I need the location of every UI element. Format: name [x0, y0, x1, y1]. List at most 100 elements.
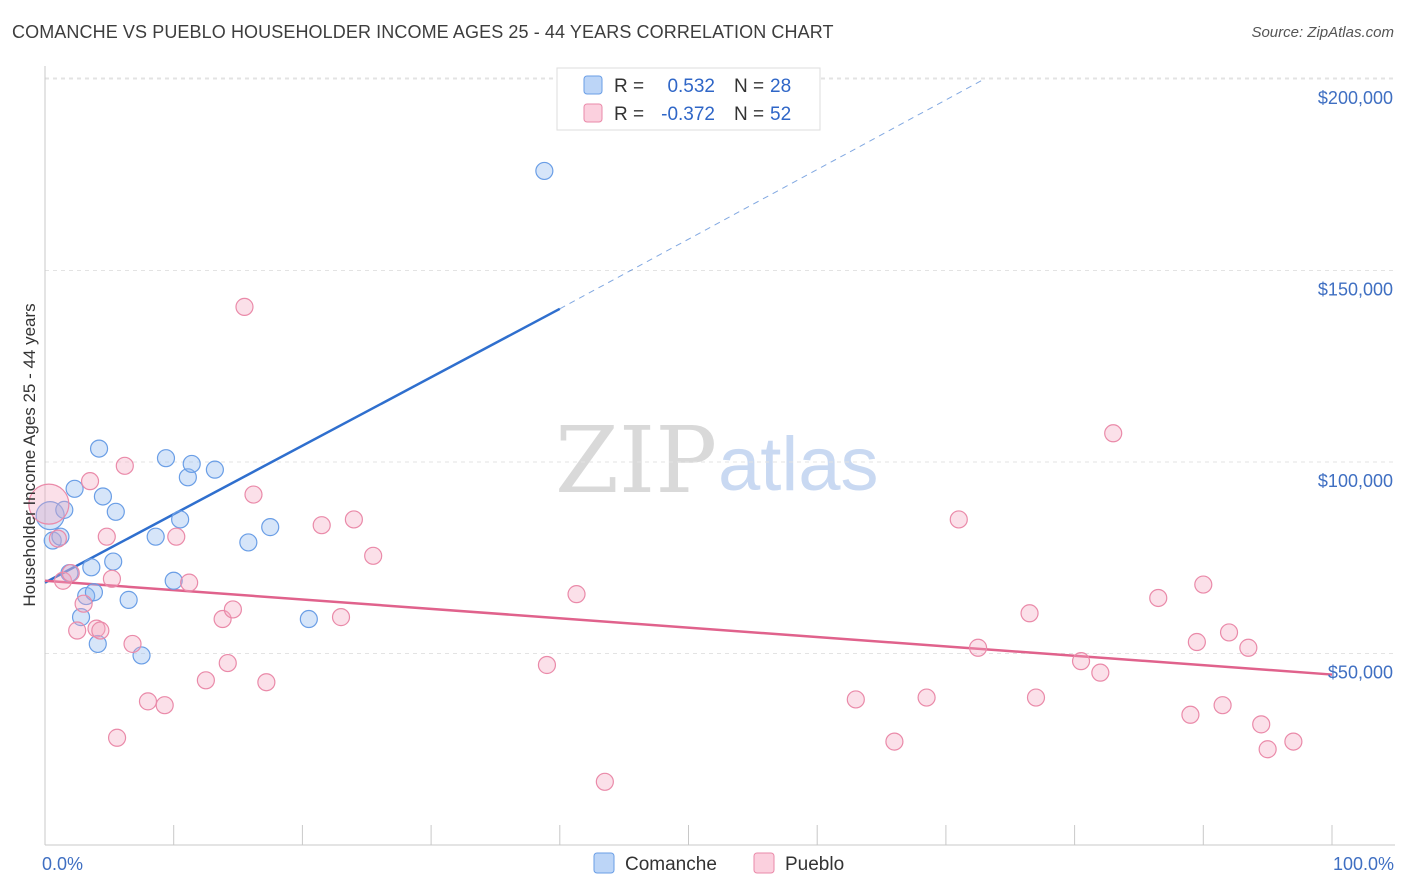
- point-pueblo-33: [885, 732, 904, 751]
- trend-line-comanche-extension: [559, 78, 985, 310]
- legend-r-value-comanche: 0.532: [667, 76, 715, 97]
- point-pueblo-48: [1239, 638, 1258, 657]
- point-comanche-5: [65, 479, 84, 498]
- point-pueblo-20: [218, 653, 237, 673]
- trend-lines: [44, 78, 1333, 676]
- legend-swatch-pueblo: [583, 103, 603, 123]
- point-comanche-14: [106, 502, 125, 521]
- point-pueblo-38: [1026, 688, 1046, 707]
- legend-n-value-comanche: 28: [770, 76, 791, 97]
- point-comanche-19: [164, 571, 183, 590]
- point-pueblo-44: [1187, 632, 1206, 652]
- bottom-legend-swatch-pueblo: [753, 852, 775, 874]
- point-pueblo-34: [917, 688, 936, 707]
- point-pueblo-3: [61, 563, 80, 583]
- point-pueblo-10: [102, 569, 122, 588]
- point-comanche-27: [535, 161, 554, 181]
- point-pueblo-49: [1252, 715, 1271, 734]
- point-pueblo-9: [97, 527, 116, 546]
- point-comanche-12: [93, 487, 113, 506]
- point-comanche-17: [146, 527, 165, 546]
- bottom-legend-swatch-comanche: [593, 852, 615, 874]
- point-pueblo-6: [80, 472, 100, 491]
- point-comanche-2: [51, 527, 70, 546]
- legend-r-label-comanche: R =: [614, 76, 644, 97]
- point-pueblo-26: [331, 608, 351, 627]
- point-comanche-23: [205, 460, 224, 479]
- point-pueblo-39: [1071, 652, 1091, 671]
- point-comanche-8: [82, 558, 101, 577]
- point-pueblo-22: [235, 297, 254, 316]
- trend-line-pueblo: [44, 579, 1333, 676]
- legend-r-label-pueblo: R =: [614, 104, 644, 125]
- point-comanche-25: [261, 518, 280, 537]
- y-tick-label-1: $100,000: [1318, 471, 1393, 491]
- point-pueblo-50: [1258, 740, 1277, 759]
- point-pueblo-37: [1020, 604, 1039, 623]
- point-comanche-9: [84, 583, 104, 602]
- point-comanche-18: [156, 449, 176, 468]
- chart-title: COMANCHE VS PUEBLO HOUSEHOLDER INCOME AG…: [12, 22, 834, 42]
- point-comanche-21: [178, 468, 197, 487]
- grid-lines: [45, 77, 1395, 654]
- source-label: Source: ZipAtlas.com: [1251, 24, 1394, 41]
- point-pueblo-42: [1149, 588, 1168, 608]
- point-comanche-20: [171, 510, 190, 529]
- data-points: [28, 161, 1303, 791]
- point-comanche-6: [71, 608, 91, 627]
- bottom-legend-label-pueblo: Pueblo: [785, 854, 844, 875]
- point-pueblo-41: [1104, 424, 1123, 443]
- point-pueblo-8: [91, 621, 110, 640]
- point-pueblo-16: [167, 527, 186, 546]
- y-tick-labels: $50,000 $100,000 $150,000 $200,000: [1318, 88, 1393, 683]
- legend-n-value-pueblo: 52: [770, 104, 791, 125]
- point-pueblo-43: [1181, 705, 1200, 724]
- y-axis-title: Householder Income Ages 25 - 44 years: [20, 303, 39, 606]
- point-pueblo-46: [1213, 696, 1232, 715]
- y-tick-label-3: $200,000: [1318, 88, 1393, 108]
- point-comanche-22: [182, 454, 201, 474]
- watermark-atlas: atlas: [718, 422, 879, 507]
- point-pueblo-27: [344, 510, 363, 529]
- point-comanche-11: [89, 439, 109, 458]
- point-pueblo-30: [567, 585, 586, 604]
- point-pueblo-13: [123, 634, 142, 654]
- point-pueblo-40: [1091, 663, 1110, 682]
- point-pueblo-5: [74, 594, 93, 613]
- x-tick-label-min: 0.0%: [42, 854, 83, 874]
- point-pueblo-23: [244, 485, 263, 504]
- point-pueblo-1: [48, 529, 67, 548]
- point-pueblo-45: [1194, 575, 1213, 594]
- point-pueblo-11: [107, 728, 127, 747]
- legend-swatch-comanche: [583, 75, 603, 95]
- point-pueblo-18: [196, 671, 215, 690]
- point-comanche-15: [119, 590, 138, 609]
- point-pueblo-24: [257, 673, 276, 692]
- series-legend: Comanche Pueblo: [593, 852, 844, 875]
- point-pueblo-28: [364, 546, 383, 565]
- point-pueblo-35: [949, 510, 968, 529]
- y-tick-label-2: $150,000: [1318, 280, 1393, 300]
- point-comanche-26: [299, 609, 318, 629]
- point-pueblo-17: [180, 573, 199, 592]
- point-pueblo-25: [312, 516, 331, 535]
- point-comanche-13: [104, 552, 123, 571]
- point-pueblo-31: [595, 772, 614, 791]
- point-pueblo-47: [1219, 623, 1239, 642]
- y-tick-label-0: $50,000: [1328, 663, 1393, 683]
- point-pueblo-36: [968, 638, 988, 657]
- x-tick-label-max: 100.0%: [1333, 854, 1394, 874]
- point-pueblo-29: [537, 655, 557, 675]
- legend-r-value-pueblo: -0.372: [661, 104, 715, 125]
- point-pueblo-12: [115, 456, 134, 475]
- point-pueblo-15: [155, 696, 174, 715]
- legend-n-label-comanche: N =: [734, 76, 764, 97]
- point-pueblo-32: [846, 690, 865, 709]
- axes: [44, 66, 1395, 846]
- point-pueblo-2: [53, 571, 73, 590]
- legend-n-label-pueblo: N =: [734, 104, 764, 125]
- watermark-zip: ZIP: [555, 407, 717, 514]
- point-pueblo-14: [138, 692, 158, 711]
- point-pueblo-51: [1284, 732, 1303, 751]
